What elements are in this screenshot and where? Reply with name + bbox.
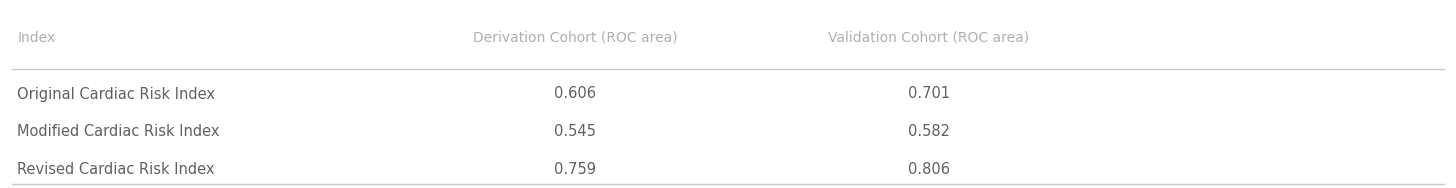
Text: 0.806: 0.806 (909, 162, 949, 177)
Text: Revised Cardiac Risk Index: Revised Cardiac Risk Index (17, 162, 215, 177)
Text: Validation Cohort (ROC area): Validation Cohort (ROC area) (828, 31, 1029, 45)
Text: 0.545: 0.545 (555, 124, 596, 139)
Text: Index: Index (17, 31, 55, 45)
Text: Original Cardiac Risk Index: Original Cardiac Risk Index (17, 86, 215, 102)
Text: 0.701: 0.701 (909, 86, 949, 102)
Text: 0.606: 0.606 (555, 86, 596, 102)
Text: 0.582: 0.582 (909, 124, 949, 139)
Text: Derivation Cohort (ROC area): Derivation Cohort (ROC area) (473, 31, 677, 45)
Text: Modified Cardiac Risk Index: Modified Cardiac Risk Index (17, 124, 220, 139)
Text: 0.759: 0.759 (555, 162, 596, 177)
